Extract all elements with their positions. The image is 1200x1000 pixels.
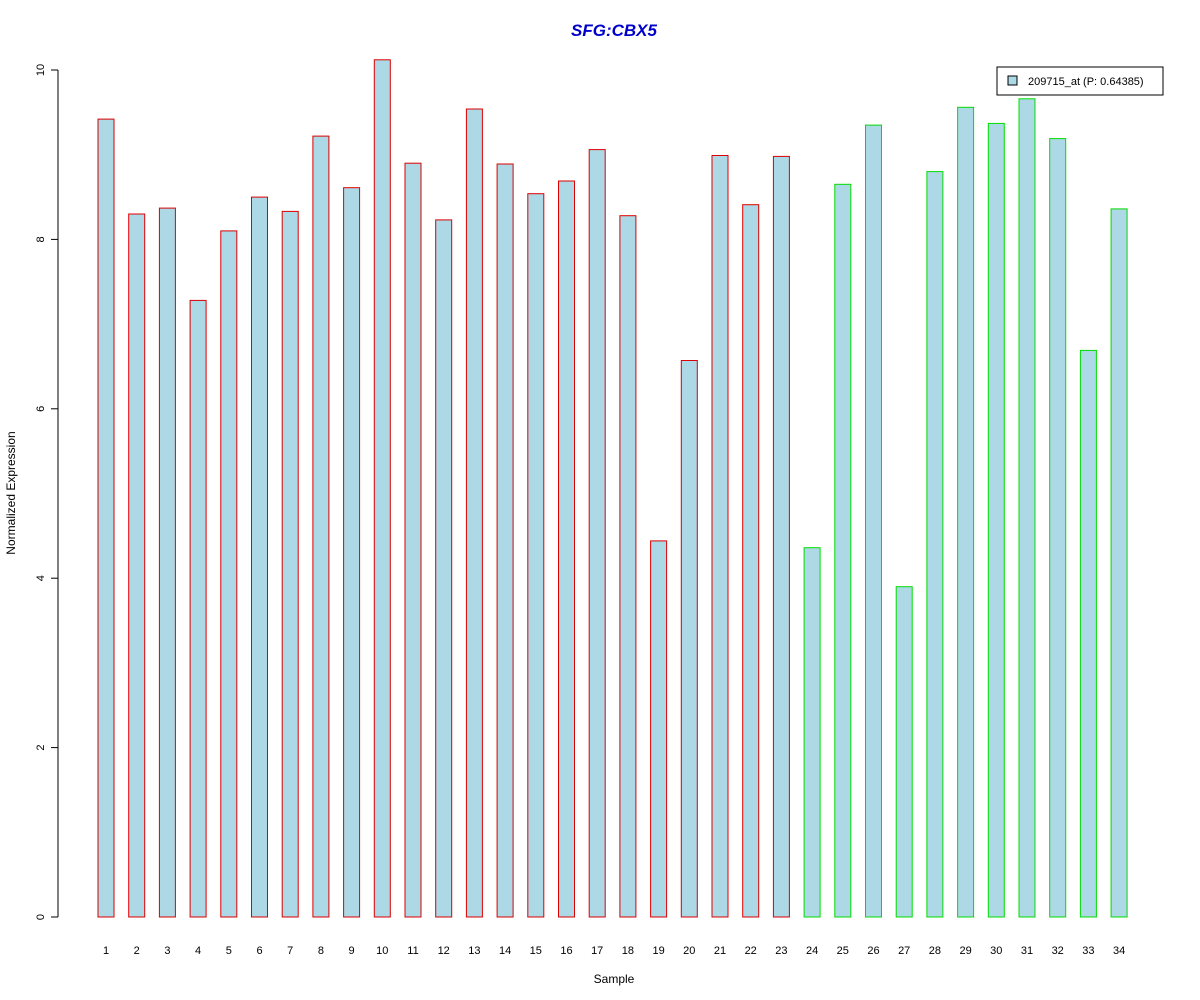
x-tick-label: 16 [560,945,572,957]
x-tick-label: 19 [652,945,664,957]
x-tick-label: 21 [714,945,726,957]
bar-sample-33 [1079,349,1097,918]
x-tick-label: 27 [898,945,910,957]
bar-sample-8 [312,135,330,918]
x-tick-label: 31 [1021,945,1033,957]
bar-sample-3 [158,207,176,918]
bar-sample-7 [281,210,299,918]
x-tick-label: 8 [318,945,324,957]
y-tick-label: 2 [35,745,47,751]
legend-swatch [1007,75,1018,86]
x-tick-label: 2 [134,945,140,957]
x-tick-label: 20 [683,945,695,957]
bar-sample-17 [588,149,606,918]
bar-sample-12 [435,219,453,918]
bar-sample-4 [189,299,207,918]
x-tick-label: 30 [990,945,1002,957]
bar-sample-29 [957,106,975,918]
bar-sample-10 [373,59,391,918]
bar-sample-21 [711,155,729,918]
x-tick-label: 15 [530,945,542,957]
y-tick-label: 8 [35,236,47,242]
y-tick-label: 0 [35,914,47,920]
bar-sample-18 [619,215,637,918]
bar-sample-9 [343,187,361,918]
x-axis-label: Sample [594,972,635,986]
bar-sample-13 [465,108,483,918]
x-tick-label: 11 [407,945,418,957]
x-axis-ticks: 1 2 3 4 5 6 7 8 9 10 11 12 13 14 15 16 17 18 19 20 21 22 23 24 2… [103,945,1125,957]
x-tick-label: 17 [591,945,603,957]
legend-entry: 209715_at (P: 0.64385) [1028,76,1144,88]
x-tick-label: 22 [745,945,757,957]
bar-sample-15 [527,193,545,918]
bar-sample-22 [742,204,760,918]
x-tick-label: 28 [929,945,941,957]
bar-sample-26 [865,124,882,918]
x-tick-label: 34 [1113,945,1125,957]
x-tick-label: 12 [438,945,450,957]
bar-sample-20 [680,360,698,918]
x-tick-label: 18 [622,945,634,957]
x-tick-label: 10 [376,945,388,957]
x-tick-label: 5 [226,945,232,957]
bar-sample-28 [926,171,944,918]
x-tick-label: 3 [164,945,170,957]
bar-sample-23 [772,155,790,918]
bar-sample-27 [895,586,913,918]
bar-sample-1 [97,118,115,918]
x-tick-label: 26 [867,945,879,957]
bar-sample-2 [128,213,146,918]
bar-sample-32 [1049,138,1067,918]
x-tick-label: 9 [349,945,355,957]
x-tick-label: 1 [103,945,109,957]
bar-sample-6 [251,196,268,918]
x-tick-label: 14 [499,945,511,957]
bar-sample-24 [803,547,821,918]
y-tick-label: 10 [35,64,47,76]
x-tick-label: 33 [1082,945,1094,957]
x-tick-label: 32 [1052,945,1064,957]
bar-sample-19 [650,540,668,918]
x-tick-label: 24 [806,945,818,957]
x-tick-label: 4 [195,945,201,957]
y-axis-label: Normalized Expression [4,431,18,554]
x-tick-label: 25 [837,945,849,957]
bar-sample-14 [496,163,514,918]
x-tick-label: 23 [775,945,787,957]
legend: 209715_at (P: 0.64385) [996,66,1164,96]
bar-sample-11 [404,162,422,918]
x-tick-label: 29 [959,945,971,957]
bar-sample-30 [987,122,1005,918]
y-tick-label: 4 [35,575,47,581]
y-axis: 0 2 4 6 8 10 [35,64,59,920]
legend-box [996,66,1164,96]
x-tick-label: 13 [468,945,480,957]
bar-sample-25 [834,183,852,918]
y-tick-label: 6 [35,406,47,412]
x-tick-label: 7 [287,945,293,957]
bar-sample-16 [558,180,575,918]
chart-title: SFG:CBX5 [571,21,658,40]
x-tick-label: 6 [256,945,262,957]
bars [97,59,1128,918]
bar-sample-31 [1018,98,1036,918]
bar-sample-34 [1110,208,1128,918]
bar-sample-5 [220,230,238,918]
